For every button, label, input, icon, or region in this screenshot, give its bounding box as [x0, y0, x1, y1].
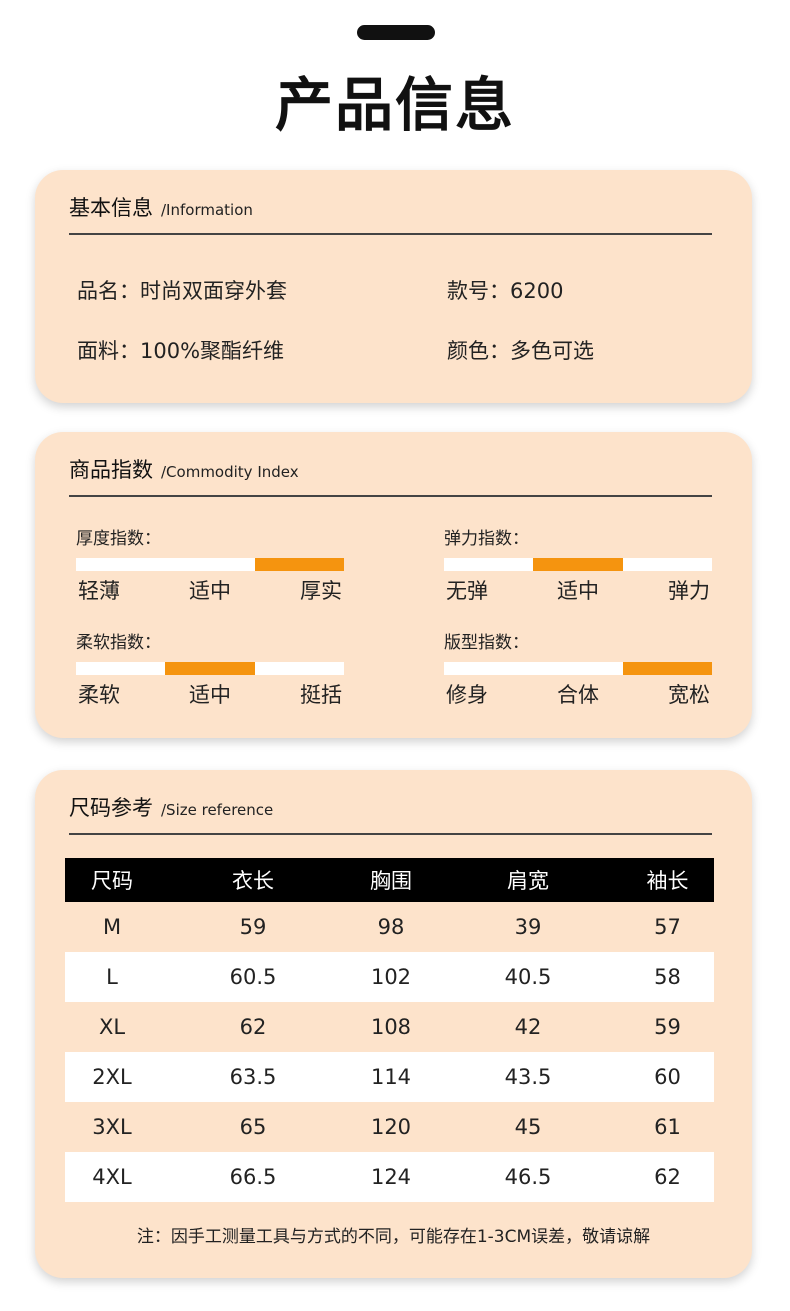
table-row: 3XL 65 120 45 61	[65, 1102, 714, 1152]
table-cell: 2XL	[65, 1052, 159, 1102]
index-scale: 无弹 适中 弹力	[444, 575, 712, 605]
table-cell: 108	[370, 1015, 412, 1039]
table-cell: 3XL	[92, 1115, 132, 1139]
index-label: 柔软指数：	[76, 633, 161, 653]
divider	[69, 833, 712, 835]
style-number: 款号：6200	[447, 279, 564, 303]
index-bar-fill	[622, 662, 712, 675]
column-header: 袖长	[621, 858, 714, 902]
scale-high: 弹力	[668, 579, 710, 603]
scale-mid: 适中	[189, 579, 231, 603]
size-reference-card: 尺码参考 /Size reference 尺码 衣长 胸围 肩宽 袖长 M 59…	[35, 770, 752, 1278]
scale-high: 宽松	[668, 683, 710, 707]
divider	[69, 495, 712, 497]
elasticity-index: 弹力指数： 无弹 适中 弹力	[444, 524, 712, 605]
scale-mid: 适中	[557, 579, 599, 603]
index-scale: 修身 合体 宽松	[444, 679, 712, 709]
size-reference-header: 尺码参考 /Size reference	[69, 792, 273, 822]
fabric: 面料：100%聚酯纤维	[77, 339, 285, 363]
index-label: 厚度指数：	[76, 529, 161, 549]
measurement-note: 注：因手工测量工具与方式的不同，可能存在1-3CM误差，敬请谅解	[136, 1227, 651, 1247]
size-table: 尺码 衣长 胸围 肩宽 袖长 M 59 98 39 57 L 60.5 102 …	[65, 858, 714, 1202]
size-reference-title: 尺码参考	[69, 796, 153, 820]
index-label: 弹力指数：	[444, 529, 529, 549]
table-row: M 59 98 39 57	[65, 902, 714, 952]
color-options: 颜色：多色可选	[447, 339, 594, 363]
column-header: 胸围	[347, 858, 435, 902]
commodity-index-header: 商品指数 /Commodity Index	[69, 454, 299, 484]
table-cell: 40.5	[435, 952, 621, 1002]
index-scale: 柔软 适中 挺括	[76, 679, 344, 709]
table-cell: 62	[239, 1015, 267, 1039]
basic-info-subtitle: /Information	[161, 201, 253, 219]
table-cell: 66.5	[159, 1152, 347, 1202]
table-cell: XL	[98, 1015, 126, 1039]
table-cell: 57	[654, 915, 681, 939]
scale-low: 柔软	[78, 683, 120, 707]
basic-info-header: 基本信息 /Information	[69, 192, 253, 222]
column-header: 尺码	[65, 858, 159, 902]
scale-low: 修身	[446, 683, 488, 707]
table-cell: L	[65, 952, 159, 1002]
table-row: XL 62 108 42 59	[65, 1002, 714, 1052]
fit-index: 版型指数： 修身 合体 宽松	[444, 628, 712, 709]
page-title: 产品信息	[274, 71, 515, 139]
table-cell: 102	[347, 952, 435, 1002]
index-bar-fill	[165, 662, 255, 675]
commodity-index-subtitle: /Commodity Index	[161, 463, 299, 481]
scale-high: 挺括	[300, 683, 342, 707]
table-cell: 98	[377, 915, 405, 939]
index-bar-fill	[254, 558, 344, 571]
table-cell: 60.5	[159, 952, 347, 1002]
table-cell: 61	[654, 1115, 681, 1139]
table-cell: 4XL	[65, 1152, 159, 1202]
basic-info-title: 基本信息	[69, 196, 153, 220]
thickness-index: 厚度指数： 轻薄 适中 厚实	[76, 524, 344, 605]
table-cell: 59	[654, 1015, 681, 1039]
table-cell: 45	[514, 1115, 542, 1139]
table-cell: 42	[514, 1015, 542, 1039]
column-header: 肩宽	[435, 858, 621, 902]
scale-high: 厚实	[300, 579, 342, 603]
table-cell: 43.5	[435, 1052, 621, 1102]
table-cell: 58	[621, 952, 714, 1002]
index-scale: 轻薄 适中 厚实	[76, 575, 344, 605]
size-reference-subtitle: /Size reference	[161, 801, 274, 819]
table-cell: 60	[621, 1052, 714, 1102]
scale-low: 无弹	[446, 579, 488, 603]
scale-mid: 适中	[189, 683, 231, 707]
decorative-pill	[357, 25, 435, 40]
table-cell: 46.5	[435, 1152, 621, 1202]
index-bar	[76, 558, 344, 571]
table-row: 4XL 66.5 124 46.5 62	[65, 1152, 714, 1202]
table-cell: M	[102, 915, 122, 939]
commodity-index-title: 商品指数	[69, 458, 153, 482]
divider	[69, 233, 712, 235]
softness-index: 柔软指数： 柔软 适中 挺括	[76, 628, 344, 709]
scale-mid: 合体	[557, 683, 599, 707]
table-cell: 124	[347, 1152, 435, 1202]
table-cell: 120	[370, 1115, 412, 1139]
index-bar-fill	[533, 558, 623, 571]
basic-info-card: 基本信息 /Information 品名：时尚双面穿外套 款号：6200 面料：…	[35, 170, 752, 403]
column-header: 衣长	[159, 858, 347, 902]
table-header-row: 尺码 衣长 胸围 肩宽 袖长	[65, 858, 714, 902]
index-bar	[444, 558, 712, 571]
table-cell: 63.5	[159, 1052, 347, 1102]
scale-low: 轻薄	[78, 579, 120, 603]
index-bar	[444, 662, 712, 675]
table-cell: 114	[347, 1052, 435, 1102]
commodity-index-card: 商品指数 /Commodity Index 厚度指数： 轻薄 适中 厚实 弹力指…	[35, 432, 752, 738]
table-cell: 59	[239, 915, 267, 939]
table-cell: 62	[621, 1152, 714, 1202]
table-cell: 39	[514, 915, 542, 939]
index-bar	[76, 662, 344, 675]
table-row: 2XL 63.5 114 43.5 60	[65, 1052, 714, 1102]
index-label: 版型指数：	[444, 633, 529, 653]
table-row: L 60.5 102 40.5 58	[65, 952, 714, 1002]
table-cell: 65	[239, 1115, 267, 1139]
product-name: 品名：时尚双面穿外套	[77, 279, 287, 303]
